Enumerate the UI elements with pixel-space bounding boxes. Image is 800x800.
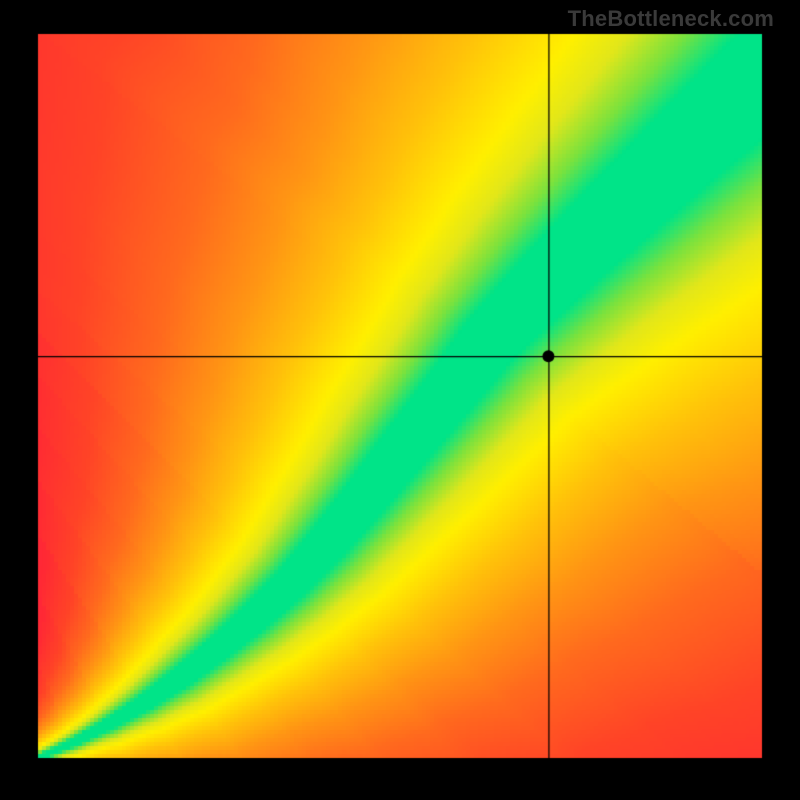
bottleneck-heatmap: [0, 0, 800, 800]
chart-container: TheBottleneck.com: [0, 0, 800, 800]
watermark-text: TheBottleneck.com: [568, 6, 774, 32]
